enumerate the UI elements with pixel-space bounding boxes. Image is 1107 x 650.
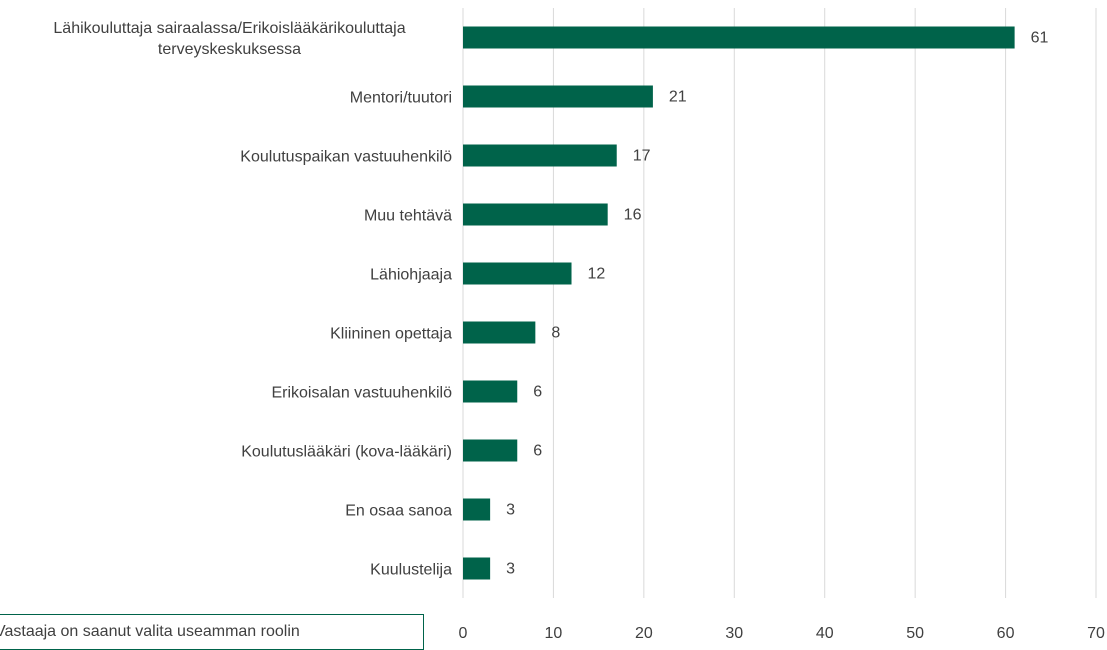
data-label: 61 (1031, 30, 1049, 47)
bar (463, 144, 617, 167)
category-label: Muu tehtävä (363, 207, 452, 224)
bar (463, 262, 572, 285)
bar (463, 203, 608, 226)
x-tick-label: 20 (635, 625, 653, 642)
data-label: 17 (633, 148, 651, 165)
x-tick-label: 60 (997, 625, 1015, 642)
bar (463, 380, 518, 403)
x-tick-label: 40 (816, 625, 834, 642)
category-label: Kuulustelija (370, 561, 452, 578)
data-label: 3 (506, 561, 515, 578)
annotation: Vastaaja on saanut valita useamman rooli… (0, 623, 300, 640)
data-label: 21 (669, 89, 687, 106)
category-label: Koulutuslääkäri (kova-lääkäri) (241, 443, 452, 460)
x-tick-label: 10 (545, 625, 563, 642)
data-label: 8 (551, 325, 560, 342)
annotation-box: Vastaaja on saanut valita useamman rooli… (0, 614, 424, 650)
category-label: Lähiohjaaja (370, 266, 452, 283)
category-label: Mentori/tuutori (349, 89, 452, 106)
x-tick-label: 30 (725, 625, 743, 642)
category-label: Kliininen opettaja (330, 325, 452, 342)
bar (463, 439, 518, 462)
x-tick-label: 50 (906, 625, 924, 642)
x-tick-label: 0 (459, 625, 468, 642)
bar (463, 557, 491, 580)
data-label: 6 (533, 384, 542, 401)
data-label: 6 (533, 443, 542, 460)
category-label: Lähikouluttaja sairaalassa/Erikoislääkär… (53, 19, 406, 58)
bar (463, 321, 536, 344)
data-label: 3 (506, 502, 515, 519)
data-label: 16 (624, 207, 642, 224)
bar (463, 498, 491, 521)
bar (463, 26, 1015, 49)
data-label: 12 (588, 266, 606, 283)
category-label: Erikoisalan vastuuhenkilö (271, 384, 452, 401)
category-label: Koulutuspaikan vastuuhenkilö (240, 148, 452, 165)
category-label: En osaa sanoa (345, 502, 452, 519)
x-tick-label: 70 (1087, 625, 1105, 642)
bar (463, 85, 653, 108)
